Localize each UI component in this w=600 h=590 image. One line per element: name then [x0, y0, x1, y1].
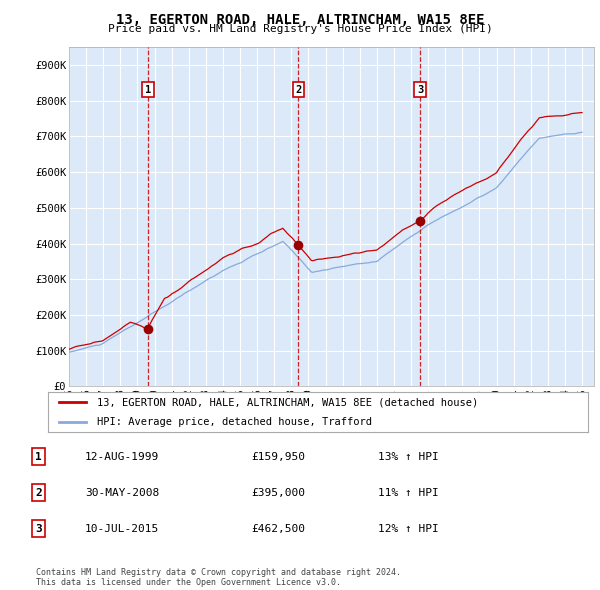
Text: 30-MAY-2008: 30-MAY-2008 — [85, 488, 160, 497]
Text: £159,950: £159,950 — [251, 452, 305, 462]
Text: 3: 3 — [35, 523, 41, 533]
Text: 1: 1 — [35, 452, 41, 462]
Text: 13, EGERTON ROAD, HALE, ALTRINCHAM, WA15 8EE: 13, EGERTON ROAD, HALE, ALTRINCHAM, WA15… — [116, 13, 484, 27]
Text: 2: 2 — [295, 84, 301, 94]
Text: 12-AUG-1999: 12-AUG-1999 — [85, 452, 160, 462]
Text: Contains HM Land Registry data © Crown copyright and database right 2024.
This d: Contains HM Land Registry data © Crown c… — [36, 568, 401, 587]
Text: 13% ↑ HPI: 13% ↑ HPI — [378, 452, 439, 462]
Text: HPI: Average price, detached house, Trafford: HPI: Average price, detached house, Traf… — [97, 417, 371, 427]
Text: 2: 2 — [35, 488, 41, 497]
Text: 10-JUL-2015: 10-JUL-2015 — [85, 523, 160, 533]
Text: 12% ↑ HPI: 12% ↑ HPI — [378, 523, 439, 533]
Text: £395,000: £395,000 — [251, 488, 305, 497]
Text: 3: 3 — [417, 84, 423, 94]
Text: Price paid vs. HM Land Registry's House Price Index (HPI): Price paid vs. HM Land Registry's House … — [107, 24, 493, 34]
Text: 13, EGERTON ROAD, HALE, ALTRINCHAM, WA15 8EE (detached house): 13, EGERTON ROAD, HALE, ALTRINCHAM, WA15… — [97, 397, 478, 407]
Text: 11% ↑ HPI: 11% ↑ HPI — [378, 488, 439, 497]
Text: 1: 1 — [145, 84, 151, 94]
Text: £462,500: £462,500 — [251, 523, 305, 533]
